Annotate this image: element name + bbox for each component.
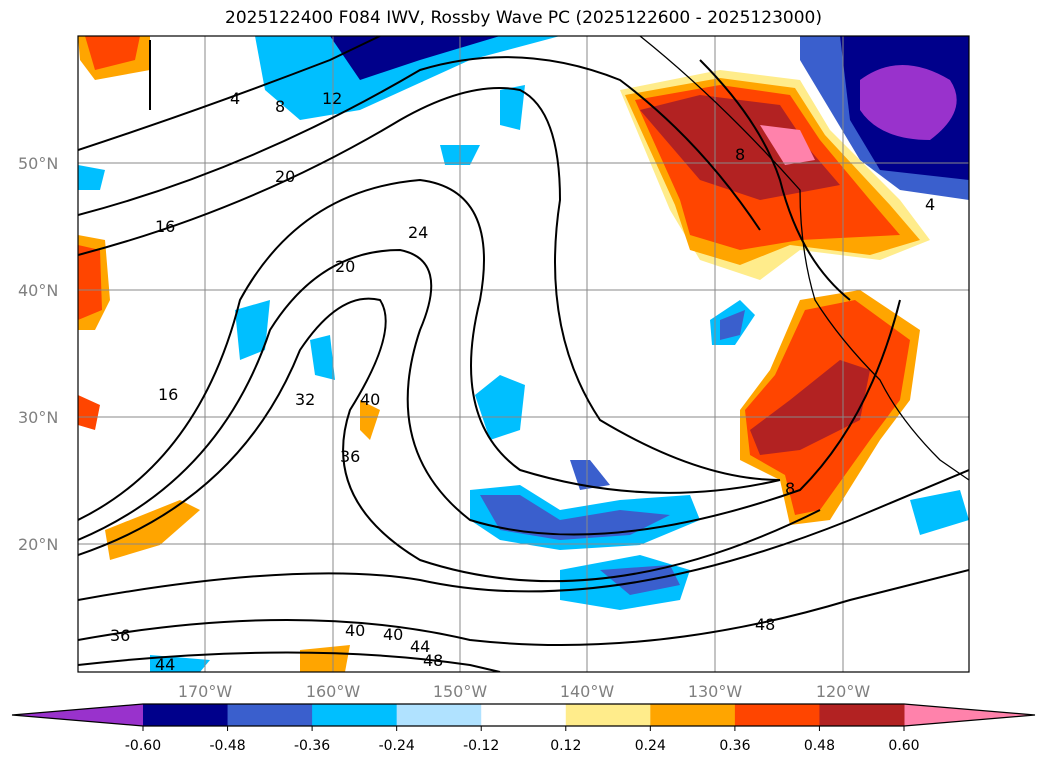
colorbar-tick-label: 0.36 bbox=[719, 738, 750, 754]
lon-label: 130°W bbox=[688, 682, 743, 701]
lon-labels: 170°W 160°W 150°W 140°W 130°W 120°W bbox=[178, 682, 871, 701]
colorbar-segment bbox=[819, 704, 905, 726]
colorbar-segment bbox=[481, 704, 567, 726]
lon-label: 120°W bbox=[816, 682, 871, 701]
contour-label: 44 bbox=[410, 637, 430, 656]
colorbar-tick-label: 0.24 bbox=[635, 738, 666, 754]
colorbar-tick-label: 0.60 bbox=[888, 738, 919, 754]
colorbar-segment bbox=[227, 704, 313, 726]
contour-labels: 4 8 12 20 16 24 20 16 32 40 36 8 4 8 48 … bbox=[110, 89, 935, 674]
colorbar-extend-min bbox=[12, 704, 143, 726]
contour-label: 20 bbox=[275, 167, 295, 186]
lon-label: 170°W bbox=[178, 682, 233, 701]
colorbar bbox=[11, 703, 1036, 731]
figure-title: 2025122400 F084 IWV, Rossby Wave PC (202… bbox=[225, 8, 822, 28]
colorbar-segment bbox=[396, 704, 482, 726]
lat-labels: 50°N 40°N 30°N 20°N bbox=[18, 154, 58, 554]
map-area: 4 8 12 20 16 24 20 16 32 40 36 8 4 8 48 … bbox=[78, 36, 969, 674]
colorbar-extend-max bbox=[904, 704, 1035, 726]
contour-label: 48 bbox=[423, 651, 443, 670]
lat-label: 30°N bbox=[18, 408, 58, 427]
colorbar-tick-label: -0.36 bbox=[294, 738, 330, 754]
graticule bbox=[78, 36, 969, 672]
colorbar-segment bbox=[143, 704, 229, 726]
iwv-contours bbox=[78, 36, 969, 672]
colorbar-segment bbox=[312, 704, 398, 726]
contour-label: 36 bbox=[110, 626, 130, 645]
contour-label: 24 bbox=[408, 223, 428, 242]
lat-label: 50°N bbox=[18, 154, 58, 173]
map-frame bbox=[77, 35, 970, 673]
contour-label: 4 bbox=[925, 195, 935, 214]
colorbar-tick-label: 0.12 bbox=[550, 738, 581, 754]
lon-label: 160°W bbox=[306, 682, 361, 701]
contour-label: 32 bbox=[295, 390, 315, 409]
lat-label: 20°N bbox=[18, 535, 58, 554]
contour-label: 12 bbox=[322, 89, 342, 108]
contour-label: 40 bbox=[383, 625, 403, 644]
colorbar-segment bbox=[734, 704, 820, 726]
lat-label: 40°N bbox=[18, 281, 58, 300]
contour-label: 36 bbox=[340, 447, 360, 466]
lon-label: 140°W bbox=[560, 682, 615, 701]
coastline bbox=[639, 36, 969, 481]
contour-label: 48 bbox=[755, 615, 775, 634]
colorbar-tick-label: -0.48 bbox=[209, 738, 245, 754]
colorbar-tick-labels: -0.60 -0.48 -0.36 -0.24 -0.12 0.12 0.24 … bbox=[125, 738, 920, 754]
colorbar-segment bbox=[565, 704, 651, 726]
contour-label: 8 bbox=[275, 97, 285, 116]
colorbar-segment bbox=[650, 704, 736, 726]
contour-label: 16 bbox=[158, 385, 178, 404]
colorbar-tick-label: -0.12 bbox=[463, 738, 499, 754]
contour-label: 40 bbox=[360, 390, 380, 409]
contour-label: 4 bbox=[230, 89, 240, 108]
colorbar-tick-label: -0.24 bbox=[379, 738, 415, 754]
contour-label: 8 bbox=[785, 479, 795, 498]
colorbar-tick-label: 0.48 bbox=[804, 738, 835, 754]
lon-label: 150°W bbox=[433, 682, 488, 701]
contour-label: 40 bbox=[345, 621, 365, 640]
contour-label: 16 bbox=[155, 217, 175, 236]
contour-label: 44 bbox=[155, 655, 175, 674]
colorbar-tick-label: -0.60 bbox=[125, 738, 161, 754]
contour-label: 20 bbox=[335, 257, 355, 276]
contour-label: 8 bbox=[735, 145, 745, 164]
